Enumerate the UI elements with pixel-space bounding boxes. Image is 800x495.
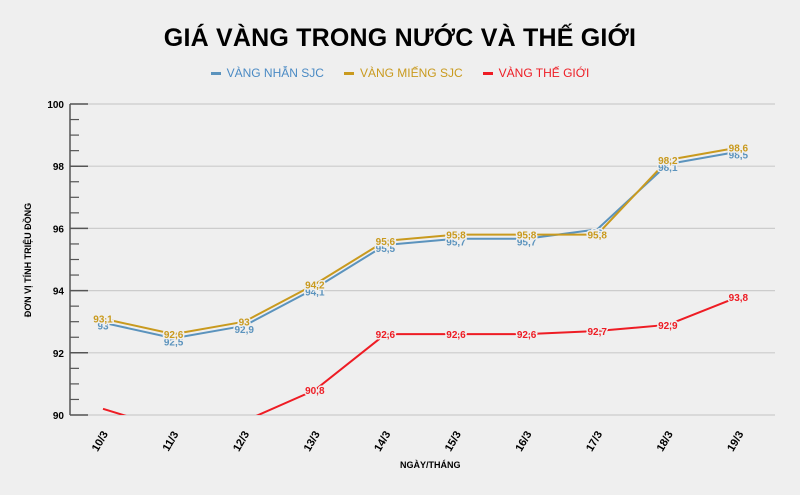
data-labels-2: 90,8 92,6 92,6 92,6 92,7 92,9 93,8	[304, 291, 751, 398]
series-2	[102, 295, 739, 415]
series-0	[102, 150, 739, 340]
legend-item-vang-nhan-sjc[interactable]: VÀNG NHẪN SJC	[210, 66, 324, 80]
series-1	[102, 146, 739, 336]
x-tick-label: 16/3	[513, 429, 534, 454]
legend-item-vang-the-gioi[interactable]: VÀNG THẾ GIỚI	[482, 66, 590, 80]
data-label: 92,9	[234, 325, 254, 336]
legend-label: VÀNG MIẾNG SJC	[359, 66, 463, 80]
data-label: 92,5	[164, 337, 184, 348]
x-tick-label: 11/3	[161, 429, 182, 453]
y-axis-label: ĐƠN VỊ TÍNH TRIỆU ĐỒNG	[23, 202, 33, 318]
data-labels-1: 93,1 92,6 93 94,2 95,6 95,8 95,8 95,8 98,2 98,6	[92, 142, 750, 343]
legend-swatch-icon	[343, 71, 354, 75]
legend-label: VÀNG NHẪN SJC	[226, 66, 324, 80]
y-tick-label: 96	[53, 224, 65, 235]
chart-title: GIÁ VÀNG TRONG NƯỚC VÀ THẾ GIỚI	[163, 24, 637, 52]
data-label: 98,6	[729, 144, 749, 155]
data-label: 92,6	[517, 330, 537, 341]
data-label: 93,8	[729, 293, 749, 304]
data-label: 98,1	[658, 163, 678, 174]
data-label: 90,8	[305, 386, 325, 397]
data-label: 93	[239, 318, 251, 329]
data-label: 92,6	[446, 330, 466, 341]
data-label: 92,6	[164, 330, 184, 341]
y-tick-label: 94	[53, 287, 65, 298]
data-label: 93	[97, 322, 109, 333]
chart-legend: VÀNG NHẪN SJC VÀNG MIẾNG SJC VÀNG THẾ GI…	[0, 66, 800, 80]
y-tick-label: 100	[47, 100, 64, 111]
x-tick-label: 12/3	[231, 429, 252, 454]
x-tick-label: 19/3	[725, 429, 746, 454]
x-tick-label: 17/3	[584, 429, 605, 454]
data-label: 95,7	[517, 238, 537, 249]
legend-label: VÀNG THẾ GIỚI	[498, 66, 590, 80]
data-label: 94,2	[305, 280, 325, 291]
y-tick-label: 92	[53, 349, 65, 360]
data-label: 92,9	[658, 321, 678, 332]
x-axis-label: NGÀY/THÁNG	[400, 460, 461, 470]
legend-swatch-icon	[482, 71, 493, 75]
data-labels-0: 93 92,5 92,9 94,1 95,5 95,7 95,7 96 98,1 98,5	[96, 149, 750, 350]
data-label: 98,2	[658, 156, 678, 167]
data-label: 95,5	[376, 244, 396, 255]
x-tick-label: 13/3	[302, 429, 323, 454]
data-label: 95,8	[517, 231, 537, 242]
data-label: 92,6	[376, 330, 396, 341]
legend-item-vang-mieng-sjc[interactable]: VÀNG MIẾNG SJC	[343, 66, 463, 80]
data-label: 96	[592, 228, 604, 239]
data-label: 95,8	[446, 231, 466, 242]
x-tick-labels: 10/3 11/3 12/3 13/3 14/3 15/3 16/3 17/3 18/3 19/3	[90, 429, 747, 454]
x-tick-label: 10/3	[90, 429, 111, 454]
x-tick-label: 14/3	[372, 429, 393, 454]
gridlines: 90 92 94 96 98 100	[47, 100, 775, 422]
data-label: 98,5	[729, 151, 749, 162]
data-label: 95,8	[587, 231, 607, 242]
data-label: 92,7	[587, 327, 607, 338]
data-label: 95,6	[376, 237, 396, 248]
x-tick-label: 18/3	[655, 429, 676, 454]
data-label: 94,1	[305, 287, 325, 298]
data-label: 95,7	[446, 238, 466, 249]
data-label: 93,1	[93, 315, 113, 326]
legend-swatch-icon	[210, 71, 221, 75]
x-tick-label: 15/3	[443, 429, 464, 454]
y-tick-label: 90	[53, 411, 65, 422]
y-tick-label: 98	[53, 162, 65, 173]
